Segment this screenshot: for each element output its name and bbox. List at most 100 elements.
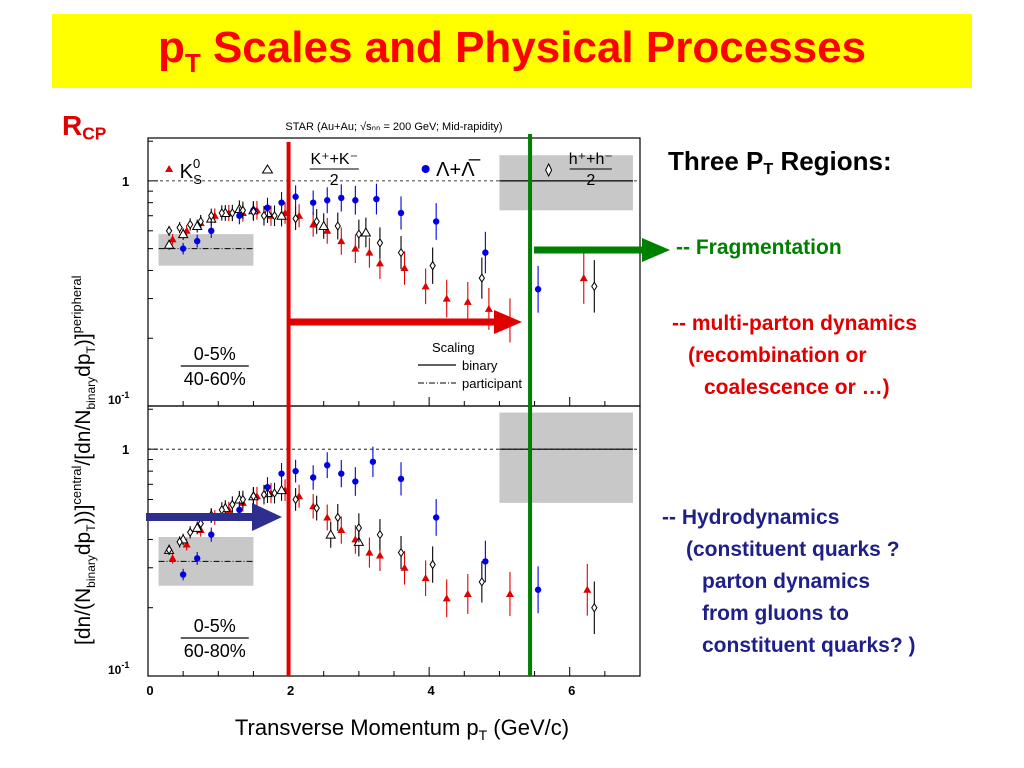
centrality-label-bottom: 40-60% [184,369,246,389]
x-tick-label: 4 [428,683,436,698]
centrality-label-top: 0-5% [194,616,236,636]
centrality-label-top: 0-5% [194,344,236,364]
data-point [250,491,257,502]
rcp-label: RCP [62,110,107,144]
series-h-h-2 [165,201,598,313]
x-tick-label: 2 [287,683,294,698]
data-point [186,527,194,538]
y-axis-label: [dn/(NbinarydpT))]central/[dn/NbinarydpT… [69,275,98,645]
data-point [429,260,436,271]
multi-parton-line: -- multi-parton dynamics [672,312,918,335]
multi-parton-text: -- multi-parton dynamics (recombination … [672,308,917,404]
data-point [365,248,374,256]
data-point [421,282,430,290]
data-point [369,458,377,465]
data-point [355,229,363,240]
data-point [194,555,201,562]
data-point [373,195,380,203]
fragmentation-label: -- Fragmentation [676,236,842,259]
data-point [239,494,247,505]
data-point [229,499,236,510]
data-point [236,506,243,514]
data-point [352,197,359,204]
legend-label-kpm-num: K⁺+K⁻ [310,151,358,168]
data-point [400,563,409,571]
data-point [264,483,271,491]
data-point [264,204,271,211]
legend-label-kpm-den: 2 [330,172,339,189]
slide-title: pT Scales and Physical Processes [157,23,867,78]
data-point [309,220,318,228]
data-point [191,220,203,231]
legend-marker-kpm [261,164,274,174]
data-point [208,210,215,221]
data-point [579,274,588,282]
legend-label-k0s: K0 S [180,156,203,187]
chart-header: STAR (Au+Au; √sₙₙ = 200 GeV; Mid-rapidit… [285,121,502,133]
data-point [313,216,320,227]
data-point [260,489,268,500]
data-point [482,249,489,256]
data-point [313,503,320,513]
data-point [191,522,203,532]
data-point [375,551,384,559]
data-point [463,297,472,305]
data-point [365,548,374,556]
data-point [292,213,299,224]
data-point [276,484,287,495]
data-point [352,478,359,485]
navy-arrow-head [252,503,282,531]
data-point [292,467,299,475]
data-point [376,529,384,540]
data-point [292,494,299,505]
data-point [432,218,440,225]
scaling-legend-participant: participant [462,376,522,391]
data-point [334,512,341,523]
data-point [324,197,331,204]
data-point [351,244,360,252]
data-point [163,239,175,249]
hydro-line: -- Hydrodynamics [662,506,840,529]
data-point [176,537,183,547]
data-point [421,574,430,582]
data-point [194,237,201,245]
data-point [278,470,285,477]
data-point [397,475,405,483]
data-point [534,586,542,593]
x-axis-label: Transverse Momentum pT (GeV/c) [235,715,569,743]
data-point [271,210,278,221]
data-point [177,228,189,239]
data-point [397,247,405,258]
y-tick-label: 10-1 [108,390,129,407]
data-point [250,206,257,217]
title-bar: pT Scales and Physical Processes [52,14,972,88]
data-point [165,225,173,236]
data-point [442,294,451,302]
data-point [179,571,187,578]
scaling-legend-title: Scaling [432,340,475,355]
data-point [168,554,177,562]
data-point [482,558,489,565]
multi-parton-line: coalescence or …) [704,376,890,399]
x-tick-label: 6 [568,683,575,698]
data-point [179,245,187,252]
y-tick-label: 1 [122,174,129,189]
data-point [429,559,436,570]
data-point [397,547,405,558]
data-point [432,514,440,521]
data-point [292,193,299,200]
chart-panel: 1 10-1 0-5% 60-80% [108,405,641,677]
data-point [334,221,341,231]
red-arrow-head [494,310,522,334]
binary-band [499,412,633,503]
data-point [208,531,215,538]
legend-marker-lambda [421,165,430,173]
data-point [376,238,384,248]
data-point [324,461,331,469]
legend-label-hpm-den: 2 [586,172,595,189]
x-tick-label: 0 [146,683,153,698]
data-point [236,212,243,219]
scaling-legend-binary: binary [462,358,498,373]
data-point [442,594,451,602]
